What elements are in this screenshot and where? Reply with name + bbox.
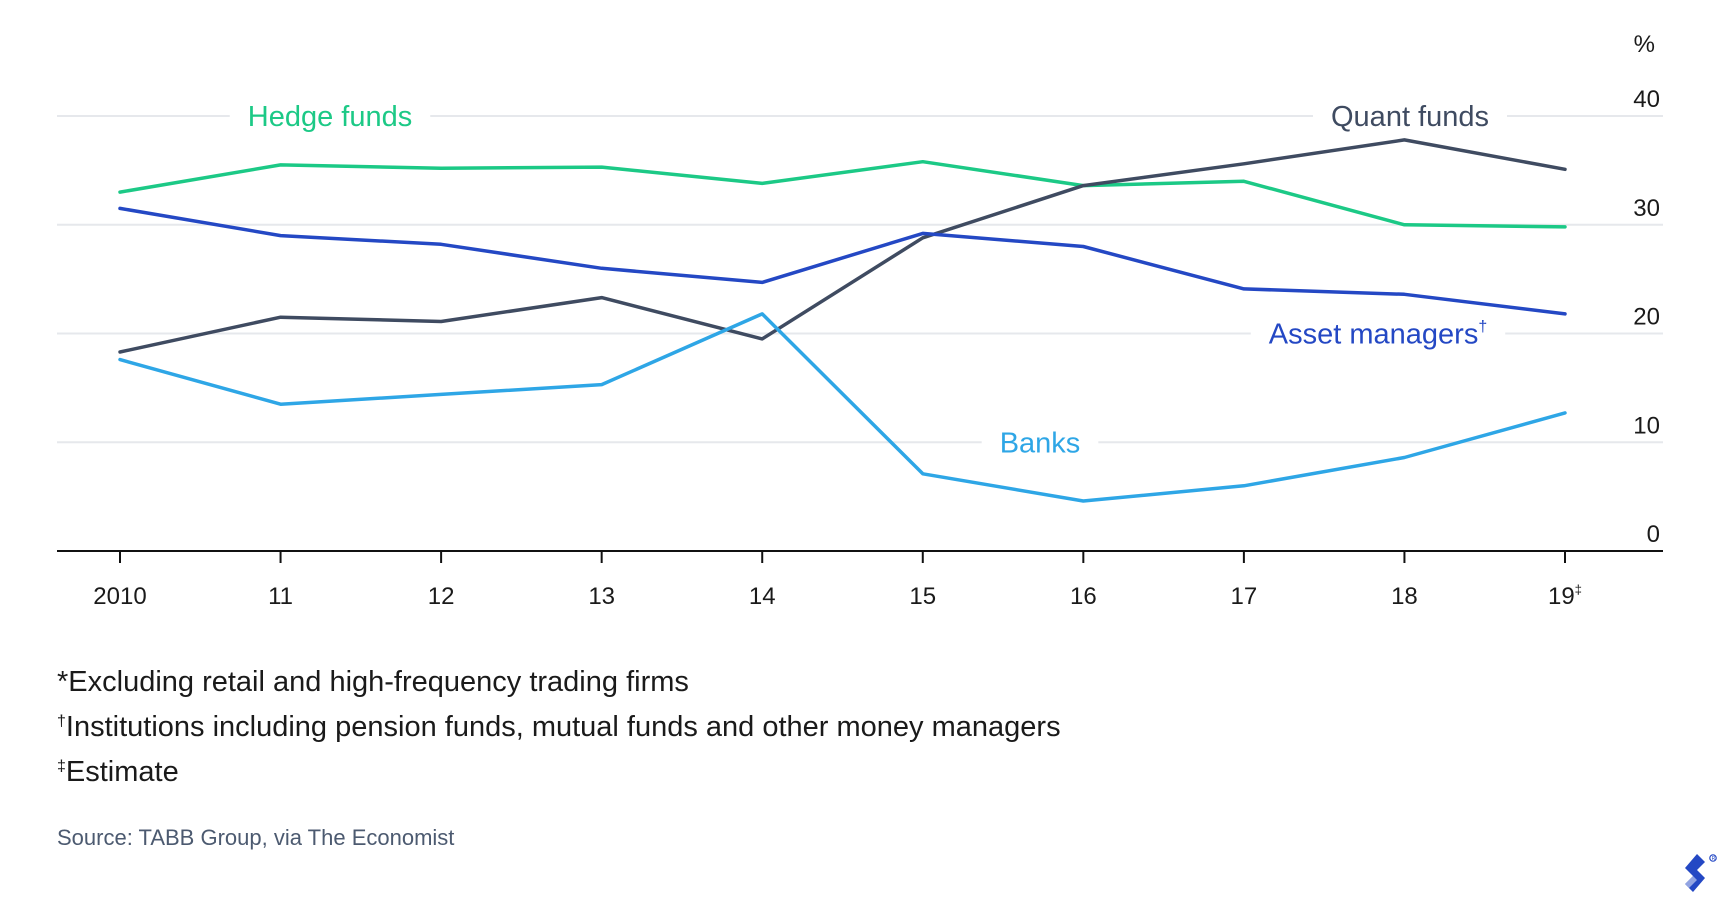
series-line-hedge-funds — [118, 159, 1567, 229]
y-axis: 0 10 20 30 40% — [1633, 31, 1660, 548]
source-note: Source: TABB Group, via The Economist — [57, 825, 455, 850]
x-tick-label: 2010 — [93, 583, 146, 610]
series-label-knockout — [981, 436, 1099, 449]
y-tick-label: 40 — [1633, 86, 1660, 113]
x-tick-label: 17 — [1231, 583, 1258, 610]
series-line-asset-managers — [118, 206, 1567, 316]
x-tick-label: 13 — [588, 583, 615, 610]
series-label-knockout — [1313, 110, 1507, 122]
series-label-banks: Banks — [1000, 427, 1081, 459]
y-tick-label: 30 — [1633, 195, 1660, 222]
series-labels: Hedge funds Quant funds Asset managers† Ban… — [248, 101, 1489, 459]
series-lines — [118, 138, 1567, 503]
series-line-quant-funds — [118, 138, 1567, 354]
x-tick-label: 16 — [1070, 583, 1097, 610]
y-tick-label: 10 — [1633, 412, 1660, 439]
x-tick-label: 11 — [268, 583, 293, 610]
x-axis: 2010 11 12 13 14 15 16 17 18 19‡ — [57, 550, 1663, 610]
series-label-hedge-funds: Hedge funds — [248, 101, 412, 133]
x-tick-label: 15 — [909, 583, 936, 610]
series-label-quant-funds: Quant funds — [1331, 101, 1489, 133]
x-tick-label: 14 — [749, 583, 776, 610]
y-tick-label: 20 — [1633, 304, 1660, 331]
x-tick-label: 12 — [428, 583, 455, 610]
series-label-asset-managers: Asset managers† — [1269, 319, 1487, 351]
gridlines — [57, 110, 1663, 449]
x-tick-label: 18 — [1391, 583, 1418, 610]
series-label-knockout — [229, 110, 431, 122]
y-tick-label: 0 — [1647, 521, 1660, 548]
footnote-2: †Institutions including pension funds, m… — [57, 711, 1061, 743]
svg-text:R: R — [1712, 856, 1716, 862]
footnote-1: *Excluding retail and high-frequency tra… — [57, 666, 689, 698]
footnote-3: ‡Estimate — [57, 756, 179, 788]
series-label-knockout — [1250, 327, 1506, 340]
y-axis-unit: % — [1634, 31, 1655, 58]
x-tick-label: 19‡ — [1548, 582, 1582, 610]
series-line-banks — [118, 312, 1567, 503]
toptal-logo-icon: R — [1685, 854, 1717, 892]
footnotes: *Excluding retail and high-frequency tra… — [57, 662, 1061, 792]
